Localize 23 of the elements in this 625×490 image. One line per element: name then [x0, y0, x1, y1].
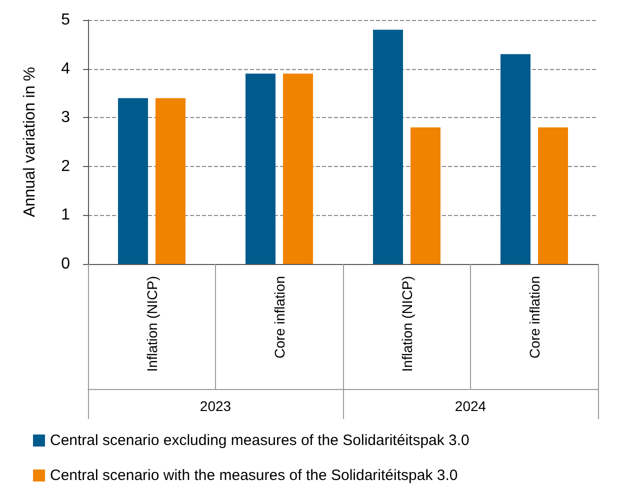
x-tick-label: Inflation (NICP)	[398, 276, 415, 372]
text: 2023	[200, 398, 232, 414]
x-tick-label: Core inflation	[526, 276, 542, 358]
bar	[538, 127, 568, 264]
y-tick-label: 4	[61, 60, 70, 78]
text: 2024	[454, 398, 486, 414]
legend-label: Central scenario excluding measures of the Solidaritéitspak 3.0	[50, 432, 470, 449]
x-tick-label: Core inflation	[271, 276, 288, 358]
legend-label: Central scenario with the measures of the Solidaritéitspak 3.0	[50, 467, 458, 484]
bar	[156, 98, 186, 264]
x-tick-label: Inflation (NICP)	[144, 276, 160, 372]
y-tick-label: 5	[61, 12, 70, 28]
y-tick-label: 3	[61, 109, 70, 126]
bar	[246, 74, 276, 264]
y-tick-label: 0	[61, 256, 70, 272]
y-axis-title: Annual variation in %	[22, 66, 38, 218]
bar	[283, 74, 313, 264]
y-tick-label: 2	[61, 158, 70, 175]
bar	[118, 98, 148, 264]
bar	[500, 54, 530, 264]
bar	[410, 127, 440, 264]
y-tick-label: 1	[61, 206, 70, 224]
bar	[373, 30, 403, 264]
